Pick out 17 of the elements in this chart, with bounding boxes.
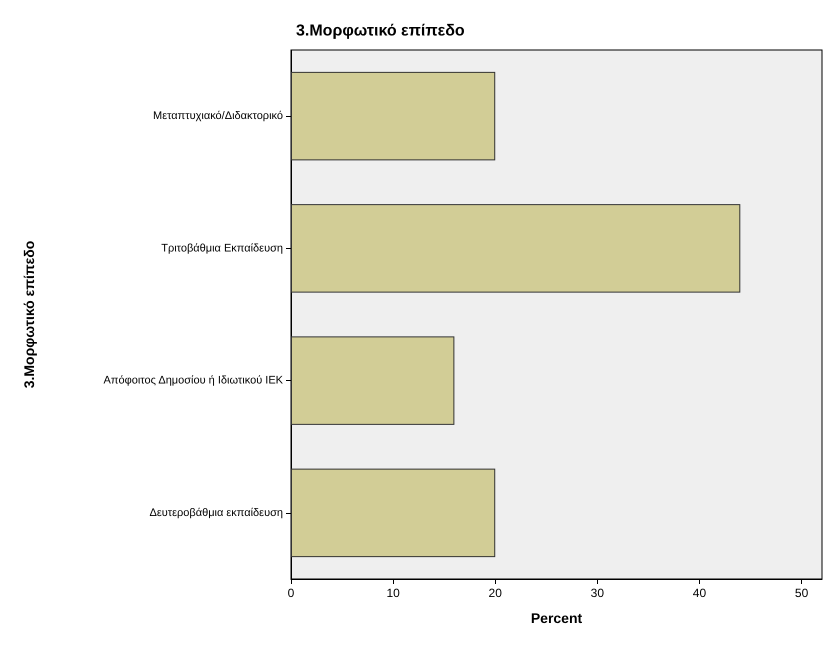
y-axis-title: 3.Μορφωτικό επίπεδο — [21, 240, 37, 388]
x-axis-title: Percent — [530, 610, 583, 626]
y-tick-label: Μεταπτυχιακό/Διδακτορικό — [153, 110, 283, 122]
y-tick-label: Απόφοιτος Δημοσίου ή Ιδιωτικού ΙΕΚ — [104, 374, 284, 387]
y-tick-label: Δευτεροβάθμια εκπαίδευση — [150, 506, 283, 519]
bar — [291, 336, 454, 425]
bar — [291, 468, 496, 558]
x-tick-label: 20 — [488, 586, 502, 600]
bar — [291, 72, 496, 160]
x-tick-label: 40 — [692, 586, 706, 600]
x-tick-label: 0 — [288, 586, 295, 600]
chart-title: 3.Μορφωτικό επίπεδο — [296, 22, 465, 40]
x-tick-label: 30 — [590, 586, 604, 600]
x-tick-label: 10 — [386, 586, 400, 600]
x-tick-label: 50 — [794, 586, 809, 600]
bar — [291, 204, 740, 293]
y-tick-label: Τριτοβάθμια Εκπαίδευση — [161, 242, 283, 254]
